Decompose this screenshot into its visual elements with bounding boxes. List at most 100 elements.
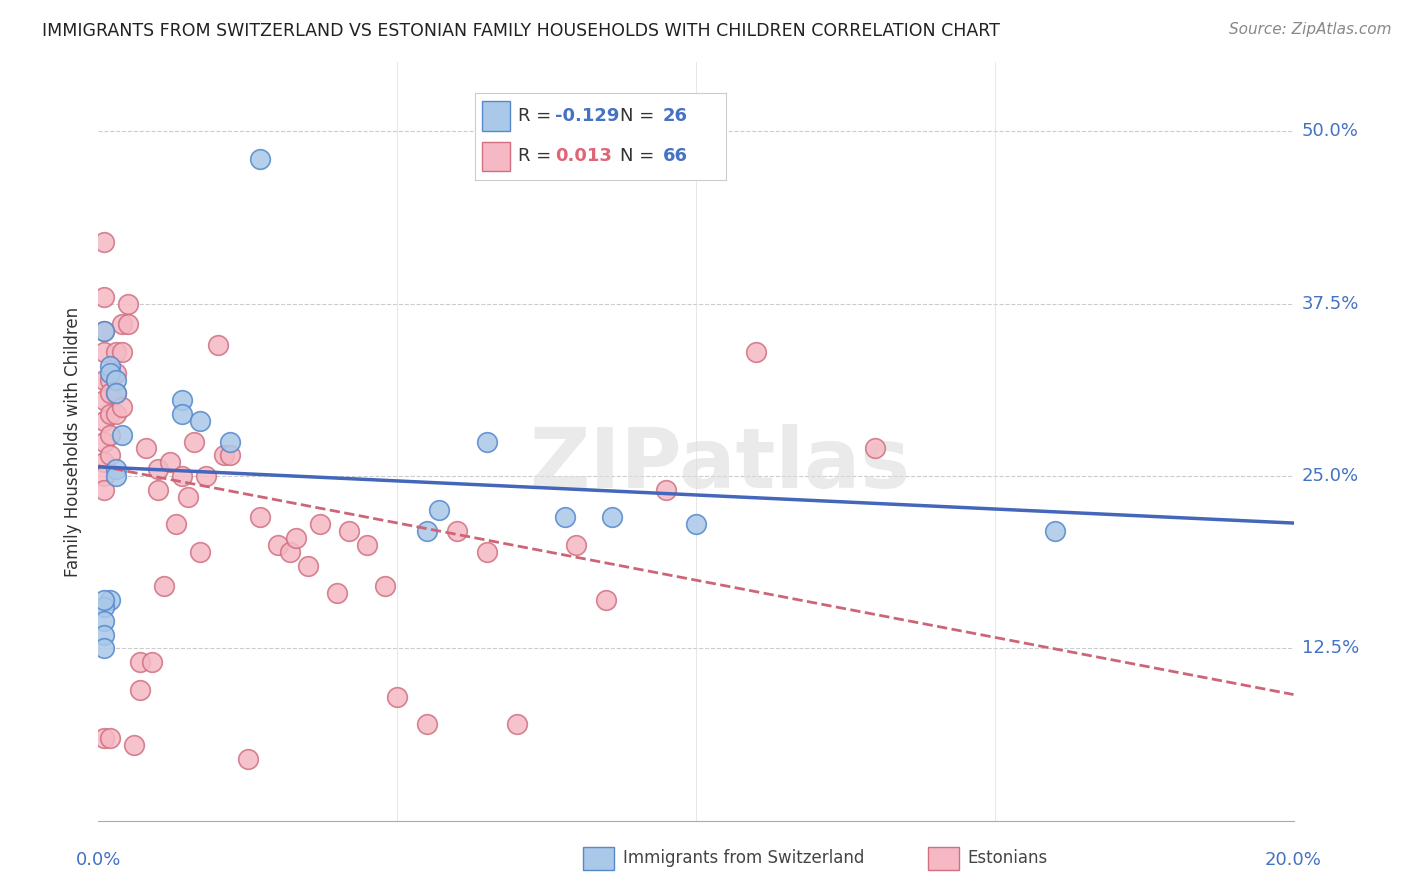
Point xyxy=(602,510,624,524)
Point xyxy=(93,434,115,449)
Point xyxy=(278,545,301,559)
Point xyxy=(172,469,194,483)
Text: Estonians: Estonians xyxy=(967,849,1047,867)
Point xyxy=(685,517,707,532)
Point xyxy=(93,372,115,386)
Point xyxy=(236,751,259,765)
Point xyxy=(416,524,439,538)
Point xyxy=(98,366,122,380)
Point xyxy=(105,372,128,386)
Point xyxy=(249,152,271,166)
Point xyxy=(165,517,187,532)
Point xyxy=(93,324,115,338)
Point xyxy=(98,448,122,462)
Point xyxy=(111,345,134,359)
Point xyxy=(506,717,529,731)
Point xyxy=(98,372,122,386)
Point xyxy=(93,455,115,469)
Point xyxy=(297,558,319,573)
Text: Immigrants from Switzerland: Immigrants from Switzerland xyxy=(623,849,865,867)
Point xyxy=(249,510,271,524)
Point xyxy=(124,738,146,752)
Point xyxy=(93,627,115,641)
Point xyxy=(207,338,229,352)
Point xyxy=(356,538,378,552)
Point xyxy=(93,290,115,304)
Point xyxy=(93,593,115,607)
Point xyxy=(98,427,122,442)
Point xyxy=(219,434,242,449)
Point xyxy=(117,318,139,332)
Text: ZIPatlas: ZIPatlas xyxy=(530,424,910,505)
Text: 20.0%: 20.0% xyxy=(1265,851,1322,869)
Point xyxy=(98,359,122,373)
Point xyxy=(188,414,211,428)
Text: 0.0%: 0.0% xyxy=(76,851,121,869)
Point xyxy=(446,524,468,538)
Point xyxy=(172,407,194,421)
Point xyxy=(339,524,361,538)
Point xyxy=(655,483,678,497)
Point xyxy=(326,586,349,600)
Point xyxy=(93,414,115,428)
Text: IMMIGRANTS FROM SWITZERLAND VS ESTONIAN FAMILY HOUSEHOLDS WITH CHILDREN CORRELAT: IMMIGRANTS FROM SWITZERLAND VS ESTONIAN … xyxy=(42,22,1000,40)
Point xyxy=(129,682,152,697)
Point xyxy=(93,614,115,628)
Point xyxy=(111,318,134,332)
Point xyxy=(93,483,115,497)
Point xyxy=(98,593,122,607)
Point xyxy=(153,579,176,593)
Point xyxy=(105,407,128,421)
Y-axis label: Family Households with Children: Family Households with Children xyxy=(65,307,83,576)
Point xyxy=(93,235,115,249)
Point xyxy=(219,448,242,462)
Point xyxy=(105,462,128,476)
Point xyxy=(93,641,115,656)
Point xyxy=(98,731,122,745)
Point xyxy=(93,599,115,614)
Point xyxy=(93,731,115,745)
Point xyxy=(177,490,200,504)
Text: 50.0%: 50.0% xyxy=(1302,122,1358,140)
Text: 37.5%: 37.5% xyxy=(1302,294,1360,313)
Point xyxy=(105,469,128,483)
Text: Source: ZipAtlas.com: Source: ZipAtlas.com xyxy=(1229,22,1392,37)
Point xyxy=(105,386,128,401)
Point xyxy=(135,442,157,456)
Point xyxy=(183,434,205,449)
Point xyxy=(105,386,128,401)
Point xyxy=(172,393,194,408)
Point xyxy=(374,579,396,593)
Point xyxy=(195,469,218,483)
Point xyxy=(93,324,115,338)
Point xyxy=(111,400,134,414)
Point xyxy=(427,503,450,517)
Point xyxy=(117,296,139,310)
Point xyxy=(475,434,498,449)
Point xyxy=(105,345,128,359)
Point xyxy=(98,386,122,401)
Point xyxy=(212,448,235,462)
Point xyxy=(745,345,768,359)
Point xyxy=(475,545,498,559)
Point xyxy=(595,593,617,607)
Point xyxy=(93,469,115,483)
Point xyxy=(416,717,439,731)
Point xyxy=(159,455,181,469)
Text: 25.0%: 25.0% xyxy=(1302,467,1360,485)
Point xyxy=(865,442,887,456)
Point xyxy=(111,427,134,442)
Point xyxy=(267,538,290,552)
Point xyxy=(1043,524,1066,538)
Point xyxy=(93,345,115,359)
Point xyxy=(188,545,211,559)
Point xyxy=(141,655,163,669)
Point xyxy=(565,538,588,552)
Point xyxy=(148,483,170,497)
Point xyxy=(105,366,128,380)
Text: 12.5%: 12.5% xyxy=(1302,640,1360,657)
Point xyxy=(93,393,115,408)
Point xyxy=(308,517,330,532)
Point xyxy=(284,531,307,545)
Point xyxy=(554,510,576,524)
